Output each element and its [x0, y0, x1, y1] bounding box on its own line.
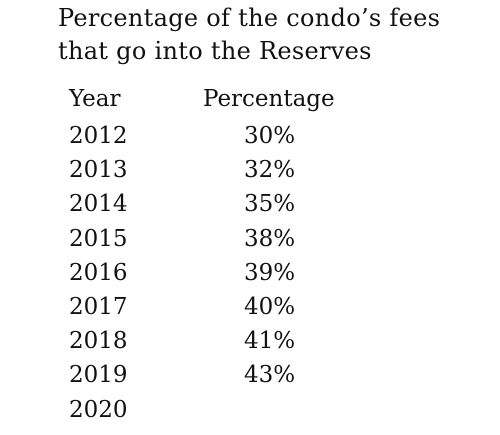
title-line-2: that go into the Reserves — [58, 37, 372, 65]
table-cell-percentage: 39% — [244, 260, 296, 286]
table-cell-year: 2018 — [69, 328, 128, 354]
table-cell-percentage: 35% — [244, 191, 296, 217]
table-cell-year: 2016 — [69, 260, 128, 286]
table-cell-year: 2017 — [69, 294, 128, 320]
table-cell-percentage: 32% — [244, 157, 296, 183]
table-cell-percentage: 41% — [244, 328, 296, 354]
column-header-year: Year — [69, 86, 121, 112]
title-line-1: Percentage of the condo’s fees — [58, 4, 441, 32]
table-cell-percentage: 40% — [244, 294, 296, 320]
table-title: Percentage of the condo’s fees that go i… — [58, 2, 488, 68]
table-cell-year: 2020 — [69, 397, 128, 423]
table-cell-year: 2019 — [69, 362, 128, 388]
table-cell-year: 2013 — [69, 157, 128, 183]
table-cell-percentage: 38% — [244, 226, 296, 252]
table-cell-percentage: 30% — [244, 123, 296, 149]
table-cell-percentage: 43% — [244, 362, 296, 388]
table-cell-year: 2015 — [69, 226, 128, 252]
table-cell-year: 2012 — [69, 123, 128, 149]
table-cell-year: 2014 — [69, 191, 128, 217]
column-header-percentage: Percentage — [203, 86, 335, 112]
